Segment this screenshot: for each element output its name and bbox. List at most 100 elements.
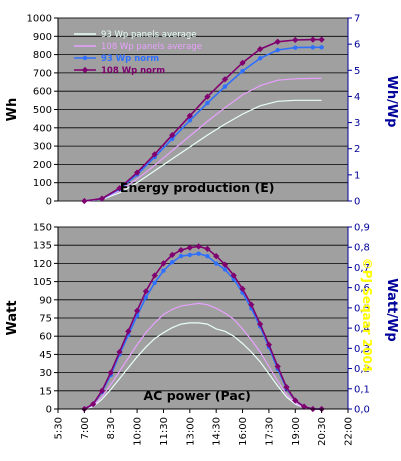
series-point [177,246,185,254]
y-tick-label: 100 [33,178,52,189]
y2-tick-label: 2 [354,144,360,155]
y-tick-label: 105 [33,277,52,288]
energy-series [81,36,325,205]
series-point [187,252,193,258]
series-point [300,403,308,410]
y-tick-label: 700 [33,68,52,79]
x-tick-label: 5:30 [54,417,65,439]
y-tick-label: 400 [33,123,52,134]
power-x-ticks: 5:30 7:00 8:30 10:00 11:30 13:00 14:30 16:00 17:… [54,408,355,446]
series-point [221,76,229,83]
series-point [239,59,246,66]
y2-tick-label: 0,0 [354,405,370,416]
y-tick-label: 500 [33,105,52,116]
series-point [283,384,290,391]
y2-tick-label: 0,8 [354,243,370,254]
series-line-1 [84,322,322,410]
legend-label: 93 Wp panels average [101,30,197,40]
series-point [204,93,211,100]
y2-tick-label: 0,2 [354,364,370,375]
series-point [170,259,175,265]
y2-tick-label: 0,9 [354,223,370,234]
series-line-1 [84,99,322,202]
series-point [178,253,184,259]
legend-label: 93 Wp norm [101,54,159,64]
series-point [186,244,193,251]
series-line-2 [84,77,322,202]
y-tick-label: 0 [46,405,52,416]
y-tick-label: 30 [39,368,52,379]
y-tick-label: 600 [33,87,52,98]
legend-marker [82,55,88,61]
power-series [81,243,325,413]
x-tick-label: 22:00 [344,417,355,446]
series-line-2 [84,302,322,410]
series-point [222,267,228,272]
y2-tick-label: 7 [354,14,360,25]
energy-y2-axis-label: Wh/Wp [384,76,399,128]
series-point [81,197,88,205]
energy-gridlines [58,17,348,202]
series-point [213,253,220,260]
y-tick-label: 1000 [27,14,52,25]
series-point [98,195,106,202]
y-tick-label: 75 [39,314,52,325]
x-tick-label: 10:00 [133,417,144,446]
energy-y-ticks: 0 100 200 300 400 500 600 700 800 900 1000 [27,14,59,208]
energy-chart-title: Energy production (E) [120,180,275,195]
series-point [152,280,157,286]
x-tick-label: 19:00 [291,417,302,446]
y-tick-label: 45 [39,350,52,361]
y-tick-label: 135 [33,241,52,252]
series-point [213,261,219,266]
series-point [240,68,245,74]
series-point [151,151,158,158]
power-y-ticks: 0 15 30 45 60 75 90 105 120 135 150 [33,223,59,416]
energy-y-axis-label: Wh [5,98,20,122]
energy-y2-ticks: 0 1 2 3 4 5 6 7 [347,14,360,208]
series-point [205,253,210,259]
series-point [310,45,316,50]
y-tick-label: 900 [33,32,52,43]
x-tick-label: 20:30 [317,417,328,446]
y-tick-label: 15 [39,386,52,397]
y-tick-label: 300 [33,142,52,153]
y2-tick-label: 4 [354,92,360,103]
series-point [265,341,273,348]
y2-tick-label: 0,6 [354,283,370,294]
series-point [133,169,141,176]
series-point [257,320,264,328]
series-point [292,397,299,404]
power-chart-title: AC power (Pac) [144,388,251,403]
x-tick-label: 14:30 [212,417,223,446]
y-tick-label: 0 [46,197,52,208]
series-point [222,84,228,89]
x-tick-label: 17:30 [264,417,275,446]
x-tick-label: 7:00 [80,417,91,439]
series-point [319,45,324,50]
series-point [204,245,211,252]
y2-tick-label: 3 [354,118,360,129]
legend-label: 108 Wp norm [101,66,165,76]
y2-tick-label: 0,5 [354,303,370,314]
power-y2-ticks: 0,0 0,1 0,2 0,3 0,4 0,5 0,6 0,7 0,8 0,9 [347,223,370,416]
y2-tick-label: 0,7 [354,263,370,274]
series-point [195,243,202,250]
series-point [196,251,201,256]
series-point [293,45,298,50]
x-tick-label: 13:00 [185,417,196,446]
series-point [143,295,149,300]
copyright-annotation: ©PJ Seqaar 2004 [360,258,374,373]
series-point [275,47,280,53]
y-tick-label: 150 [33,223,52,234]
series-point [257,56,263,61]
series-point [274,363,281,370]
x-tick-label: 11:30 [159,417,170,446]
series-point [151,272,158,279]
legend-marker [81,66,89,74]
energy-legend: 93 Wp panels average 108 Wp panels averag… [74,30,202,76]
series-point [187,118,193,123]
power-y2-axis-label: Watt/Wp [384,278,399,341]
y2-tick-label: 0 [354,197,360,208]
